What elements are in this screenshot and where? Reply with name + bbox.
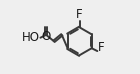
Text: O: O: [42, 30, 51, 43]
Text: F: F: [98, 41, 105, 54]
Text: HO: HO: [22, 31, 40, 44]
Text: F: F: [76, 8, 83, 21]
